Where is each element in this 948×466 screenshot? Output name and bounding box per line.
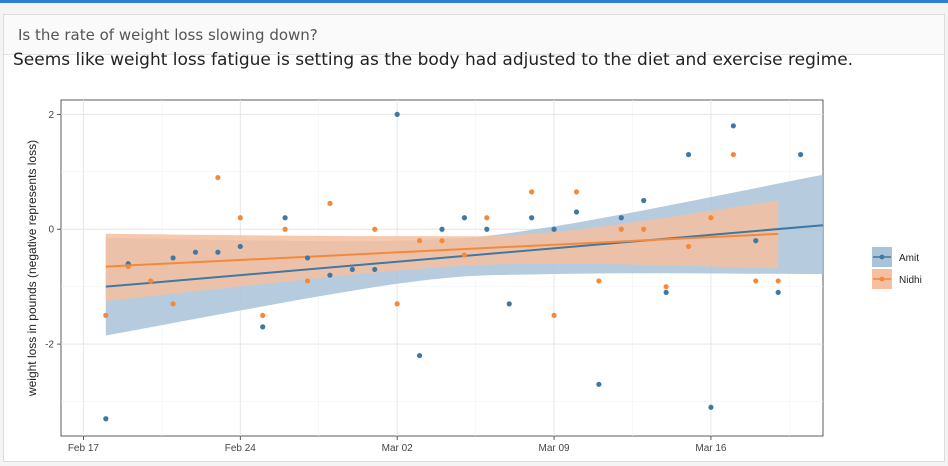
x-tick-label: Mar 16 [695, 443, 727, 454]
y-tick-label: 2 [48, 110, 54, 121]
data-point-nidhi [685, 243, 692, 250]
data-point-amit [753, 238, 759, 244]
data-point-nidhi [372, 226, 378, 232]
data-point-amit [170, 255, 176, 261]
data-point-nidhi [573, 189, 580, 195]
legend-key-point-amit [879, 254, 885, 260]
data-point-amit [730, 123, 736, 129]
data-point-nidhi [708, 215, 714, 221]
data-point-amit [215, 249, 221, 255]
data-point-amit [461, 215, 468, 221]
data-point-amit [439, 226, 445, 232]
data-point-amit [416, 352, 423, 359]
data-point-nidhi [304, 278, 311, 284]
data-point-amit [596, 381, 602, 387]
data-point-amit [663, 289, 669, 296]
data-point-amit [529, 215, 535, 221]
card-header: Is the rate of weight loss slowing down? [4, 15, 944, 55]
data-point-nidhi [439, 238, 445, 244]
data-point-nidhi [237, 215, 243, 221]
legend-label-nidhi: Nidhi [899, 275, 922, 286]
x-tick-label: Feb 24 [225, 443, 257, 454]
data-point-amit [372, 266, 378, 273]
x-tick-label: Mar 09 [538, 443, 570, 454]
data-point-amit [282, 215, 288, 221]
x-tick-label: Mar 02 [382, 443, 414, 454]
data-point-amit [103, 416, 109, 422]
data-point-nidhi [394, 301, 400, 307]
y-axis-label: weight loss in pounds (negative represen… [25, 140, 39, 397]
data-point-amit [685, 151, 692, 158]
data-point-amit [797, 151, 804, 158]
data-point-amit [394, 111, 400, 117]
data-point-nidhi [416, 238, 423, 244]
data-point-nidhi [775, 278, 781, 284]
data-point-amit [641, 197, 647, 204]
data-point-nidhi [327, 200, 333, 206]
data-point-nidhi [596, 278, 602, 284]
data-point-amit [551, 226, 557, 232]
data-point-nidhi [663, 284, 669, 290]
data-point-amit [260, 324, 266, 330]
data-point-amit [304, 255, 311, 261]
x-tick-label: Feb 17 [68, 443, 100, 454]
legend: Amit Nidhi [872, 247, 922, 289]
data-point-amit [237, 243, 243, 250]
data-point-nidhi [103, 312, 109, 318]
data-point-amit [775, 289, 781, 296]
data-point-nidhi [753, 278, 759, 284]
data-point-nidhi [641, 226, 647, 232]
data-point-amit [349, 266, 355, 273]
data-point-nidhi [529, 189, 535, 195]
top-accent-bar [0, 0, 948, 3]
data-point-nidhi [551, 312, 557, 318]
legend-key-point-nidhi [879, 276, 885, 282]
card-title: Is the rate of weight loss slowing down? [18, 26, 318, 44]
trend-line-nidhi [105, 232, 779, 268]
data-point-nidhi [260, 312, 266, 318]
data-point-amit [192, 249, 199, 255]
chart-description: Seems like weight loss fatigue is settin… [13, 50, 854, 70]
data-point-nidhi [282, 226, 288, 232]
y-tick-label: 0 [48, 225, 54, 236]
data-point-amit [506, 301, 512, 307]
data-point-nidhi [148, 278, 154, 284]
axes: Feb 17 Feb 24 Mar 02 Mar 09 Mar 16 -2 0 2 [45, 110, 727, 454]
data-point-nidhi [730, 151, 736, 158]
data-point-amit [573, 209, 580, 215]
data-point-amit [327, 272, 333, 278]
data-point-nidhi [461, 252, 468, 258]
data-point-amit [618, 215, 624, 221]
legend-label-amit: Amit [899, 253, 919, 264]
data-point-amit [484, 226, 490, 232]
data-point-amit [708, 404, 714, 410]
data-point-nidhi [484, 215, 490, 221]
y-tick-label: -2 [45, 340, 54, 351]
data-point-nidhi [125, 263, 131, 270]
data-point-nidhi [618, 226, 624, 232]
data-points [103, 111, 804, 422]
data-point-nidhi [170, 301, 176, 307]
data-point-nidhi [215, 174, 221, 181]
